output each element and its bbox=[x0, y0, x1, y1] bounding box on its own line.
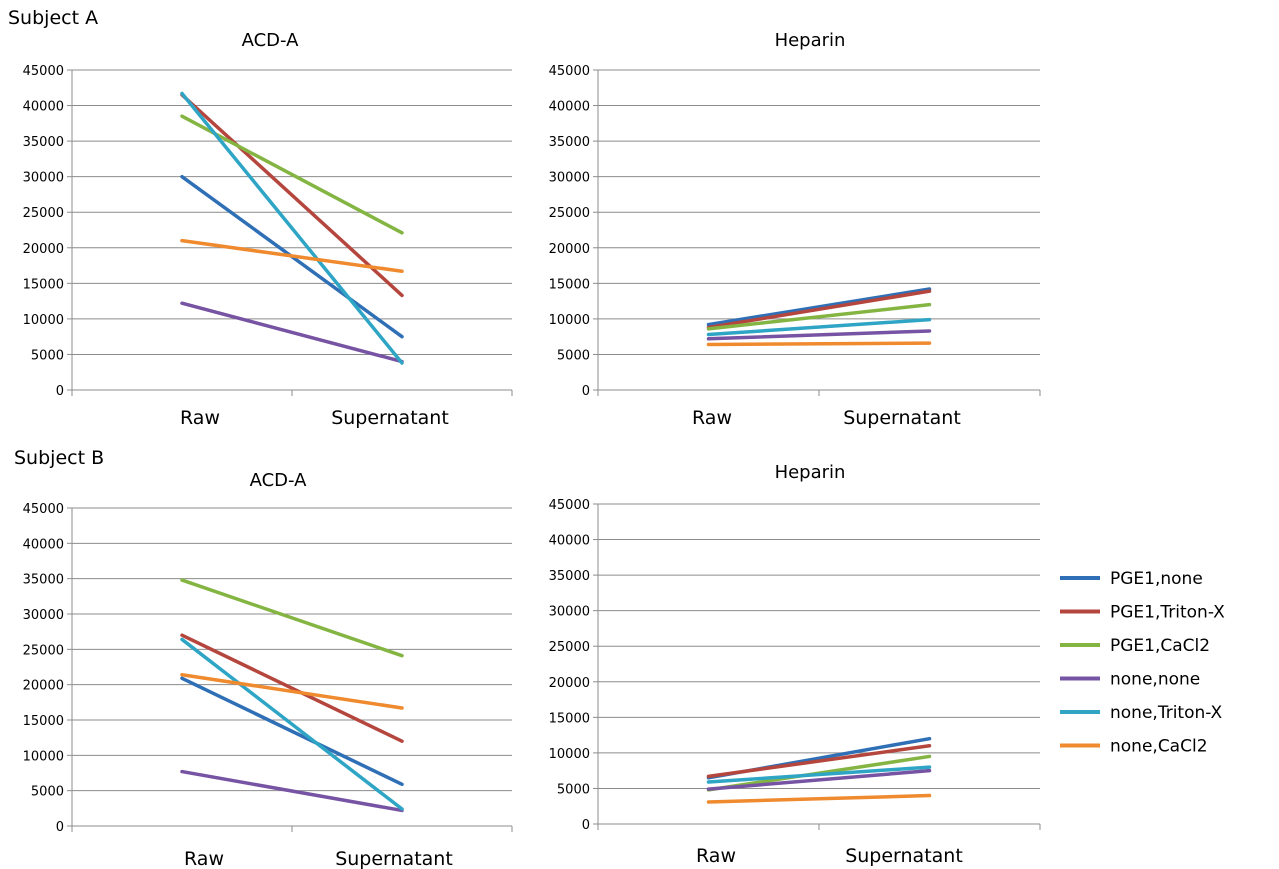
y-tick-label: 10000 bbox=[23, 313, 64, 328]
y-tick-label: 15000 bbox=[549, 711, 590, 726]
legend-label: none,CaCl2 bbox=[1110, 737, 1208, 757]
chart-title: Heparin bbox=[775, 30, 846, 51]
y-tick-label: 15000 bbox=[23, 714, 64, 729]
y-tick-label: 45000 bbox=[549, 498, 590, 513]
subject-label: Subject A bbox=[8, 7, 98, 29]
y-tick-label: 30000 bbox=[549, 605, 590, 620]
y-tick-label: 0 bbox=[56, 384, 64, 399]
y-tick-label: 25000 bbox=[549, 640, 590, 655]
y-tick-label: 5000 bbox=[31, 348, 64, 363]
legend-label: none,Triton-X bbox=[1110, 703, 1223, 723]
series-line-2 bbox=[706, 744, 932, 779]
series-line-4 bbox=[180, 769, 404, 813]
y-tick-label: 40000 bbox=[23, 100, 64, 115]
x-tick-label: Supernatant bbox=[331, 407, 449, 429]
x-tick-label: Raw bbox=[184, 848, 224, 869]
series-line-6 bbox=[180, 238, 404, 273]
y-tick-label: 10000 bbox=[23, 749, 64, 764]
y-tick-label: 40000 bbox=[549, 534, 590, 549]
y-tick-label: 10000 bbox=[549, 747, 590, 762]
series-line-2 bbox=[180, 633, 404, 743]
y-tick-label: 20000 bbox=[23, 679, 64, 694]
y-tick-label: 25000 bbox=[23, 643, 64, 658]
series-line-3 bbox=[180, 578, 404, 658]
series-line-2 bbox=[706, 289, 932, 330]
series-line-6 bbox=[706, 793, 932, 804]
y-tick-label: 35000 bbox=[23, 573, 64, 588]
chart-panel-3: Subject B ACD-A 0 5000 10000 15000 20000 25000 3… bbox=[14, 447, 513, 869]
legend-label: PGE1,Triton-X bbox=[1110, 603, 1225, 623]
series-line-1 bbox=[706, 287, 932, 327]
series-line-2 bbox=[180, 93, 404, 298]
series-line-6 bbox=[180, 673, 404, 710]
y-tick-label: 0 bbox=[582, 818, 590, 833]
y-tick-label: 45000 bbox=[549, 64, 590, 79]
series-line-5 bbox=[706, 317, 932, 337]
y-tick-label: 10000 bbox=[549, 313, 590, 328]
series-line-3 bbox=[706, 302, 932, 331]
y-tick-label: 20000 bbox=[549, 242, 590, 257]
y-tick-label: 30000 bbox=[23, 171, 64, 186]
series-line-6 bbox=[706, 341, 932, 347]
y-tick-label: 45000 bbox=[23, 64, 64, 79]
y-tick-label: 5000 bbox=[557, 348, 590, 363]
series-line-5 bbox=[180, 637, 404, 811]
y-tick-label: 5000 bbox=[557, 782, 590, 797]
legend-label: PGE1,none bbox=[1110, 569, 1203, 589]
y-tick-label: 40000 bbox=[23, 537, 64, 552]
y-tick-label: 35000 bbox=[23, 135, 64, 150]
legend: PGE1,none PGE1,Triton-X PGE1,CaCl2 none,non… bbox=[1060, 569, 1225, 757]
y-tick-label: 30000 bbox=[549, 171, 590, 186]
chart-title: ACD-A bbox=[250, 470, 308, 491]
y-tick-label: 35000 bbox=[549, 569, 590, 584]
y-tick-label: 25000 bbox=[549, 206, 590, 221]
y-tick-label: 20000 bbox=[23, 242, 64, 257]
y-tick-label: 15000 bbox=[549, 277, 590, 292]
y-tick-label: 40000 bbox=[549, 100, 590, 115]
series-line-4 bbox=[180, 301, 404, 364]
y-tick-label: 0 bbox=[582, 384, 590, 399]
series-line-5 bbox=[180, 91, 404, 365]
chart-panel-4: Heparin 0 5000 10000 15000 20000 25000 30000 350… bbox=[549, 462, 1041, 867]
y-tick-label: 30000 bbox=[23, 608, 64, 623]
chart-panel-2: Heparin 0 5000 10000 15000 20000 25000 30000 350… bbox=[549, 30, 1041, 429]
chart-panel-1: Subject A ACD-A 0 5000 10000 15000 20000 25000 3… bbox=[8, 7, 513, 429]
y-tick-label: 20000 bbox=[549, 676, 590, 691]
x-tick-label: Raw bbox=[696, 845, 736, 867]
y-tick-label: 45000 bbox=[23, 502, 64, 517]
legend-item: none,none bbox=[1060, 670, 1200, 690]
x-tick-label: Supernatant bbox=[843, 407, 961, 429]
y-tick-label: 5000 bbox=[31, 785, 64, 800]
legend-item: none,CaCl2 bbox=[1060, 737, 1208, 757]
legend-item: PGE1,CaCl2 bbox=[1060, 636, 1210, 656]
legend-label: PGE1,CaCl2 bbox=[1110, 636, 1210, 656]
legend-label: none,none bbox=[1110, 670, 1200, 690]
series-line-4 bbox=[706, 329, 932, 341]
y-tick-label: 25000 bbox=[23, 206, 64, 221]
x-tick-label: Supernatant bbox=[845, 845, 963, 867]
y-tick-label: 0 bbox=[56, 820, 64, 835]
legend-item: PGE1,Triton-X bbox=[1060, 603, 1225, 623]
chart-panels: Subject A ACD-A 0 5000 10000 15000 20000 25000 3… bbox=[8, 7, 1041, 869]
x-tick-label: Supernatant bbox=[335, 848, 453, 869]
y-tick-label: 15000 bbox=[23, 277, 64, 292]
subject-label: Subject B bbox=[14, 447, 104, 469]
y-tick-label: 35000 bbox=[549, 135, 590, 150]
legend-item: PGE1,none bbox=[1060, 569, 1203, 589]
chart-title: ACD-A bbox=[242, 30, 300, 51]
series-line-5 bbox=[706, 765, 932, 784]
x-tick-label: Raw bbox=[180, 407, 220, 429]
chart-title: Heparin bbox=[775, 462, 846, 483]
legend-item: none,Triton-X bbox=[1060, 703, 1223, 723]
series-line-4 bbox=[706, 768, 932, 791]
series-line-1 bbox=[180, 676, 404, 787]
x-tick-label: Raw bbox=[692, 407, 732, 429]
